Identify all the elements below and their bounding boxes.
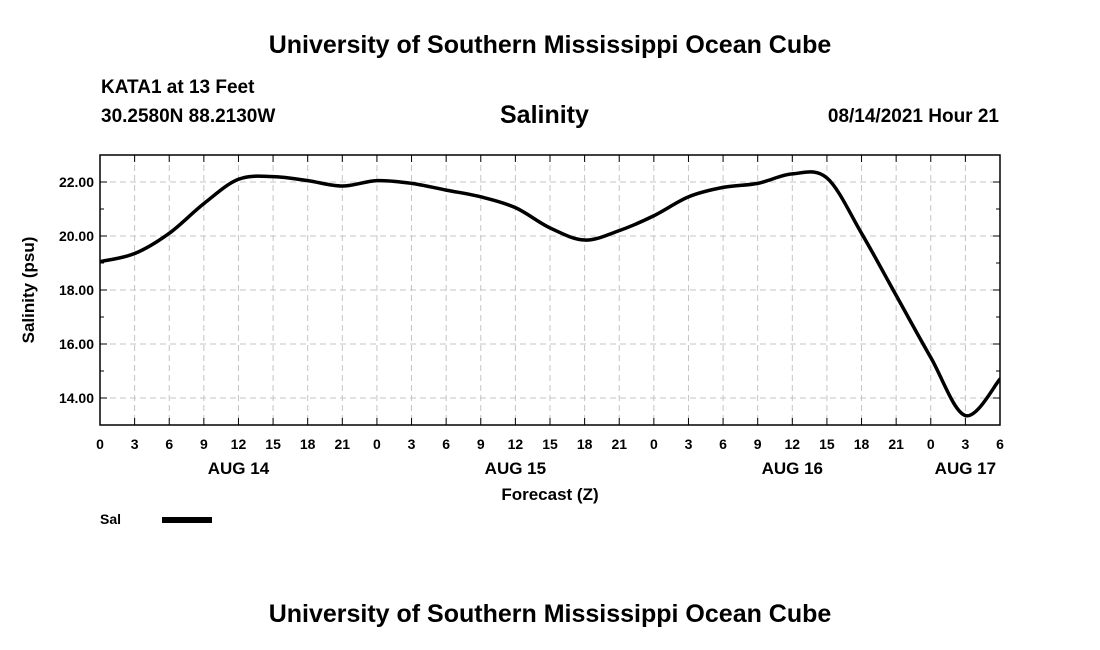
data-point <box>410 181 414 185</box>
x-tick-label: 0 <box>373 436 381 452</box>
forecast-timestamp: 08/14/2021 Hour 21 <box>827 106 999 127</box>
x-tick-label: 3 <box>408 436 416 452</box>
data-point <box>479 195 483 199</box>
series-layer <box>100 170 1000 418</box>
data-point <box>825 176 829 180</box>
x-tick-label: 21 <box>888 436 904 452</box>
axes: 0 3 6 9 12 15 18 21 0 3 6 9 12 15 18 21 0 3 6 9 12 15 18 21 0 3 6 1… <box>19 154 1004 504</box>
x-tick-label: 12 <box>785 436 801 452</box>
data-point <box>133 252 137 256</box>
bottom-title: University of Southern Mississippi Ocean… <box>268 600 832 628</box>
x-tick-label: 15 <box>819 436 835 452</box>
data-point <box>306 179 310 183</box>
data-point <box>444 188 448 192</box>
data-point <box>929 356 933 359</box>
chart-title: Salinity <box>500 101 589 129</box>
x-tick-label: 15 <box>542 436 558 452</box>
data-point <box>756 181 760 185</box>
data-point <box>617 229 621 233</box>
data-point <box>167 231 171 235</box>
x-tick-label: 0 <box>96 436 104 452</box>
legend: Sal <box>100 511 212 527</box>
x-tick-label: 9 <box>477 436 485 452</box>
x-tick-label: 9 <box>200 436 208 452</box>
data-point <box>860 231 864 235</box>
x-tick-label: 0 <box>650 436 658 452</box>
x-tick-label: 9 <box>754 436 762 452</box>
date-label: AUG 16 <box>762 459 823 478</box>
x-tick-label: 18 <box>854 436 870 452</box>
data-point <box>998 377 1000 381</box>
top-title: University of Southern Mississippi Ocean… <box>268 31 832 59</box>
data-point <box>340 184 344 188</box>
date-label: AUG 14 <box>208 459 270 478</box>
x-tick-label: 3 <box>685 436 693 452</box>
x-tick-label: 6 <box>442 436 450 452</box>
x-tick-label: 3 <box>961 436 969 452</box>
x-axis-title: Forecast (Z) <box>501 485 598 504</box>
x-tick-label: 15 <box>265 436 281 452</box>
data-point <box>790 172 794 176</box>
y-tick-label: 18.00 <box>59 282 94 298</box>
y-axis-title: Salinity (psu) <box>19 237 38 344</box>
legend-label: Sal <box>100 511 121 527</box>
data-point <box>548 226 552 230</box>
data-point <box>513 206 517 210</box>
data-point <box>375 179 379 183</box>
x-tick-label: 12 <box>508 436 524 452</box>
x-tick-label: 6 <box>165 436 173 452</box>
x-tick-label: 6 <box>996 436 1004 452</box>
date-label: AUG 15 <box>485 459 546 478</box>
data-point <box>963 414 967 418</box>
x-tick-label: 3 <box>131 436 139 452</box>
x-tick-label: 21 <box>611 436 627 452</box>
data-point <box>100 260 102 264</box>
y-tick-label: 22.00 <box>59 174 94 190</box>
station-coordinates: 30.2580N 88.2130W <box>101 106 276 127</box>
data-point <box>202 202 206 206</box>
data-point <box>271 175 275 179</box>
x-tick-label: 18 <box>300 436 316 452</box>
grid-lines <box>100 155 1000 425</box>
x-tick-label: 12 <box>231 436 247 452</box>
x-tick-label: 6 <box>719 436 727 452</box>
date-label: AUG 17 <box>935 459 996 478</box>
y-tick-label: 16.00 <box>59 336 94 352</box>
data-point <box>894 293 898 297</box>
y-tick-label: 14.00 <box>59 390 94 406</box>
x-tick-label: 0 <box>927 436 935 452</box>
data-point <box>652 214 656 218</box>
data-point <box>236 177 240 181</box>
data-point <box>686 195 690 199</box>
y-tick-label: 20.00 <box>59 228 94 244</box>
data-point <box>721 185 725 189</box>
x-tick-label: 18 <box>577 436 593 452</box>
x-tick-label: 21 <box>335 436 351 452</box>
station-label: KATA1 at 13 Feet <box>101 77 255 98</box>
data-point <box>583 238 587 242</box>
